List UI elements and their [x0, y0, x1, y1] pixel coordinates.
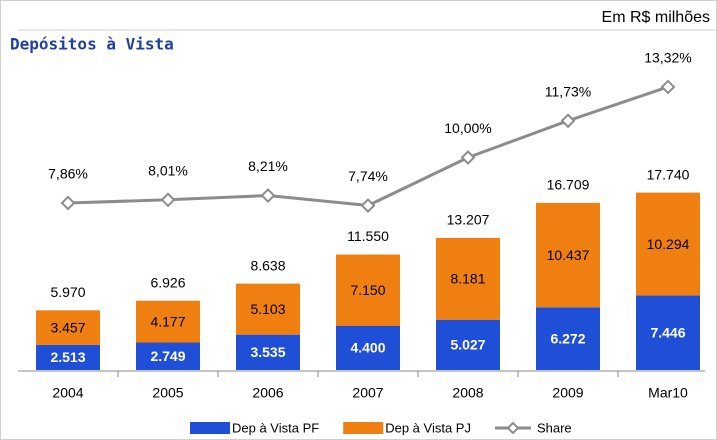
x-tick-label: 2008	[452, 385, 483, 401]
share-label: 7,74%	[348, 168, 388, 184]
x-tick-label: 2004	[52, 385, 83, 401]
bar-value-label: 3.457	[50, 319, 85, 335]
share-label: 11,73%	[545, 83, 591, 99]
share-label: 8,21%	[248, 158, 288, 174]
share-marker	[560, 113, 576, 129]
share-label: 7,86%	[48, 166, 88, 182]
bar-value-label: 8.181	[450, 271, 485, 287]
bar-segment	[436, 237, 500, 320]
total-label: 6.926	[150, 274, 185, 290]
total-label: 17.740	[647, 166, 690, 182]
bar-segment	[236, 283, 300, 335]
share-marker	[160, 192, 176, 208]
x-tick-label: 2005	[152, 385, 183, 401]
share-marker	[360, 198, 376, 213]
bar-segment	[436, 319, 500, 370]
bar-segment	[336, 254, 400, 326]
bar-segment	[536, 202, 600, 308]
chart-subtitle: Em R$ milhões	[602, 9, 710, 26]
bar-value-label: 4.177	[150, 313, 185, 329]
bar-value-label: 5.027	[450, 337, 485, 353]
total-label: 5.970	[50, 284, 85, 300]
x-tick-label: 2007	[352, 385, 383, 401]
bar-value-label: 4.400	[350, 340, 385, 356]
bar-segment	[636, 192, 700, 296]
share-marker	[260, 188, 276, 203]
bar-segment	[236, 334, 300, 370]
legend-label: Dep à Vista PJ	[385, 420, 471, 435]
chart-title: Depósitos à Vista	[10, 35, 174, 54]
bar-value-label: 10.437	[547, 247, 590, 263]
legend-label: Dep à Vista PF	[232, 420, 319, 435]
share-label: 8,01%	[148, 162, 188, 178]
share-marker	[460, 150, 476, 165]
share-marker	[660, 79, 676, 95]
bar-value-label: 2.513	[50, 349, 85, 365]
bar-segment	[36, 310, 100, 345]
x-tick-label: Mar10	[648, 385, 688, 401]
x-tick-label: 2006	[252, 385, 283, 401]
bar-segment	[336, 326, 400, 370]
bar-value-label: 5.103	[250, 301, 285, 317]
total-label: 8.638	[250, 257, 285, 273]
share-label: 10,00%	[444, 120, 491, 136]
bar-segment	[136, 342, 200, 370]
total-label: 11.550	[347, 228, 389, 244]
total-label: 13.207	[447, 212, 490, 228]
legend-swatch	[506, 421, 520, 435]
x-tick-label: 2009	[552, 385, 583, 401]
bar-segment	[636, 295, 700, 370]
bar-value-label: 3.535	[250, 344, 285, 360]
bar-value-label: 10.294	[647, 236, 690, 252]
share-label: 13,32%	[644, 50, 691, 66]
bar-value-label: 7.150	[350, 282, 385, 298]
total-label: 16.709	[547, 177, 590, 193]
share-marker	[60, 195, 76, 211]
bar-segment	[536, 307, 600, 370]
bar-segment	[36, 344, 100, 370]
bar-value-label: 7.446	[650, 324, 685, 340]
bar-value-label: 2.749	[150, 348, 185, 364]
legend-swatch	[343, 422, 384, 434]
legend-label: Share	[537, 420, 572, 435]
bar-value-label: 6.272	[550, 330, 585, 346]
legend-swatch	[190, 422, 230, 434]
bar-segment	[136, 300, 200, 343]
